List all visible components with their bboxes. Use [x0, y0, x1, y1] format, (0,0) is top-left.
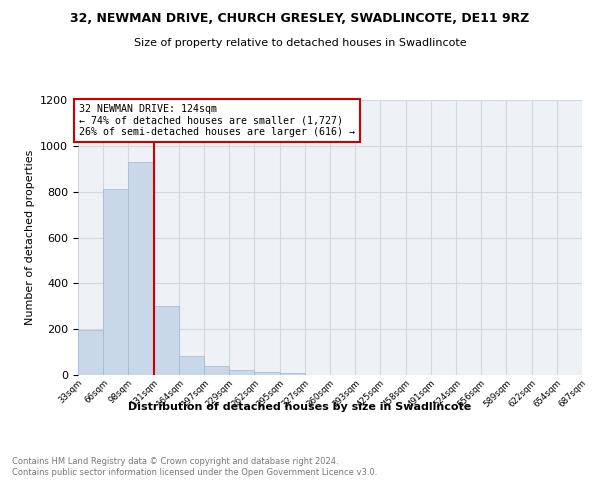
Bar: [128, 162, 154, 375]
Bar: [78, 330, 103, 375]
Bar: [205, 366, 229, 375]
Bar: [254, 372, 280, 375]
Bar: [229, 370, 254, 375]
Bar: [280, 372, 305, 375]
Text: Contains HM Land Registry data © Crown copyright and database right 2024.
Contai: Contains HM Land Registry data © Crown c…: [12, 458, 377, 477]
Text: 32, NEWMAN DRIVE, CHURCH GRESLEY, SWADLINCOTE, DE11 9RZ: 32, NEWMAN DRIVE, CHURCH GRESLEY, SWADLI…: [70, 12, 530, 26]
Text: 32 NEWMAN DRIVE: 124sqm
← 74% of detached houses are smaller (1,727)
26% of semi: 32 NEWMAN DRIVE: 124sqm ← 74% of detache…: [79, 104, 355, 138]
Text: Distribution of detached houses by size in Swadlincote: Distribution of detached houses by size …: [128, 402, 472, 412]
Bar: [154, 306, 179, 375]
Bar: [103, 190, 128, 375]
Y-axis label: Number of detached properties: Number of detached properties: [25, 150, 35, 325]
Bar: [179, 356, 205, 375]
Text: Size of property relative to detached houses in Swadlincote: Size of property relative to detached ho…: [134, 38, 466, 48]
